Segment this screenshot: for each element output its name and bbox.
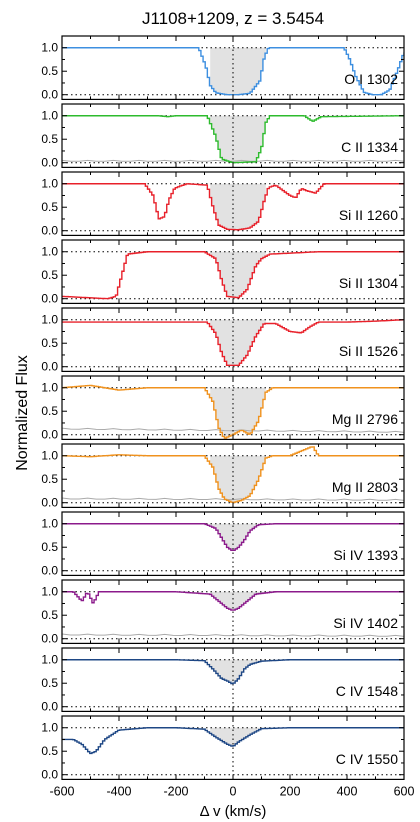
- flux-spectrum: [62, 523, 404, 551]
- panel: 0.0 0.5 1.0 Mg II 2796: [41, 375, 405, 442]
- error-spectrum: [62, 497, 404, 501]
- ion-label: Mg II 2796: [332, 411, 398, 427]
- ion-label: Mg II 2803: [332, 479, 398, 495]
- chart-title: J1108+1209, z = 3.5454: [142, 9, 324, 28]
- y-tick-label: 0.5: [41, 404, 58, 418]
- y-tick-label: 0.0: [41, 632, 58, 646]
- ion-label: Si II 1304: [339, 275, 398, 291]
- ion-label: C IV 1550: [336, 751, 398, 767]
- panel: 0.0 0.5 1.0 Si II 1526: [41, 307, 405, 374]
- y-tick-label: 0.0: [41, 768, 58, 782]
- flux-spectrum: [62, 115, 404, 164]
- absorption-shade: [210, 455, 266, 503]
- y-tick-label: 1.0: [41, 41, 58, 55]
- x-tick-label: 600: [394, 784, 415, 798]
- y-tick-label: 0.0: [41, 224, 58, 238]
- absorption-shade: [210, 183, 266, 230]
- y-tick-label: 0.5: [41, 268, 58, 282]
- x-tick-label: -600: [49, 784, 74, 798]
- absorption-shade: [210, 251, 266, 298]
- y-tick-label: 1.0: [41, 653, 58, 667]
- y-tick-label: 1.0: [41, 585, 58, 599]
- panel: 0.0 0.5 1.0 C IV 1548: [41, 647, 405, 714]
- ion-label: Si II 1526: [339, 343, 398, 359]
- y-tick-label: 0.0: [41, 292, 58, 306]
- y-tick-label: 0.5: [41, 540, 58, 554]
- y-tick-label: 0.0: [41, 496, 58, 510]
- flux-spectrum: [62, 446, 404, 504]
- panel: 0.0 0.5 1.0 Si II 1304: [41, 239, 405, 306]
- absorption-shade: [210, 319, 266, 366]
- ion-label: C IV 1548: [336, 683, 398, 699]
- flux-spectrum: [62, 47, 404, 96]
- y-tick-label: 1.0: [41, 313, 58, 327]
- ion-label: Si IV 1393: [333, 547, 398, 563]
- y-tick-label: 1.0: [41, 517, 58, 531]
- panel: 0.0 0.5 1.0 Si II 1260: [41, 171, 405, 238]
- y-tick-label: 0.0: [41, 700, 58, 714]
- y-tick-label: 0.5: [41, 336, 58, 350]
- panel: 0.0 0.5 1.0 Si IV 1402: [41, 579, 405, 646]
- x-tick-labels: -600 -400 -200 0 200 400 600: [49, 784, 414, 798]
- y-tick-label: 0.5: [41, 132, 58, 146]
- error-spectrum: [62, 159, 404, 162]
- ion-label: Si IV 1402: [333, 615, 398, 631]
- y-tick-label: 0.0: [41, 428, 58, 442]
- flux-spectrum: [62, 659, 404, 685]
- x-tick-label: 200: [280, 784, 301, 798]
- y-axis-label: Normalized Flux: [14, 355, 31, 471]
- y-tick-label: 1.0: [41, 245, 58, 259]
- flux-spectrum: [62, 251, 404, 300]
- flux-spectrum: [62, 183, 404, 231]
- y-tick-label: 0.0: [41, 156, 58, 170]
- flux-spectrum: [62, 727, 404, 755]
- y-tick-label: 0.5: [41, 200, 58, 214]
- x-tick-label: -400: [106, 784, 131, 798]
- x-tick-label: -200: [163, 784, 188, 798]
- panel: 0.0 0.5 1.0 O I 1302: [41, 35, 405, 102]
- x-tick-label: 0: [230, 784, 237, 798]
- absorption-shade: [210, 47, 266, 95]
- y-tick-label: 0.5: [41, 676, 58, 690]
- y-tick-label: 0.5: [41, 744, 58, 758]
- x-axis-label: Δ v (km/s): [200, 803, 267, 820]
- y-tick-label: 1.0: [41, 381, 58, 395]
- flux-spectrum: [62, 591, 404, 611]
- absorption-shade: [210, 387, 266, 439]
- ion-label: Si II 1260: [339, 207, 398, 223]
- y-tick-label: 1.0: [41, 177, 58, 191]
- y-tick-label: 0.0: [41, 88, 58, 102]
- y-tick-label: 1.0: [41, 449, 58, 463]
- y-tick-label: 1.0: [41, 721, 58, 735]
- x-tick-label: 400: [337, 784, 358, 798]
- y-tick-label: 0.5: [41, 608, 58, 622]
- flux-spectrum: [62, 384, 404, 439]
- ion-label: O I 1302: [344, 71, 398, 87]
- panel: 0.0 0.5 1.0 C IV 1550: [41, 715, 405, 782]
- ion-label: C II 1334: [341, 139, 398, 155]
- flux-spectrum: [62, 319, 404, 366]
- y-tick-label: 0.5: [41, 472, 58, 486]
- y-tick-label: 0.0: [41, 564, 58, 578]
- absorption-shade: [210, 523, 266, 551]
- error-spectrum: [62, 633, 404, 637]
- absorption-shade: [210, 659, 266, 685]
- panel: 0.0 0.5 1.0 Si IV 1393: [41, 511, 405, 578]
- panel: 0.0 0.5 1.0 Mg II 2803: [41, 443, 405, 510]
- absorption-shade: [210, 115, 266, 163]
- y-tick-label: 0.5: [41, 64, 58, 78]
- y-tick-label: 1.0: [41, 109, 58, 123]
- panel: 0.0 0.5 1.0 C II 1334: [41, 103, 405, 170]
- y-tick-label: 0.0: [41, 360, 58, 374]
